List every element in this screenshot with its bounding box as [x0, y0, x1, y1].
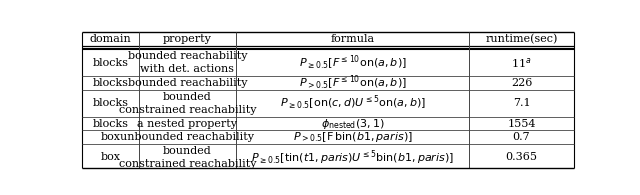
Text: unbounded reachability: unbounded reachability: [120, 132, 254, 142]
Text: blocks: blocks: [93, 78, 129, 88]
Text: 11$^a$: 11$^a$: [511, 56, 532, 70]
Text: blocks: blocks: [93, 98, 129, 108]
Text: $P_{\geq0.5}[F^{\leq10}\mathrm{on}(a,b)]$: $P_{\geq0.5}[F^{\leq10}\mathrm{on}(a,b)]…: [299, 54, 406, 72]
Text: domain: domain: [90, 34, 131, 44]
Text: 0.365: 0.365: [506, 152, 538, 162]
Text: a nested property: a nested property: [138, 119, 237, 129]
Text: 226: 226: [511, 78, 532, 88]
Text: bounded
constrained reachability: bounded constrained reachability: [118, 146, 256, 169]
Text: $P_{\geq0.5}[\mathrm{tin}(t1,paris)U^{\leq5}\mathrm{bin}(b1,paris)]$: $P_{\geq0.5}[\mathrm{tin}(t1,paris)U^{\l…: [252, 148, 454, 167]
Text: blocks: blocks: [93, 119, 129, 129]
Text: box: box: [100, 132, 120, 142]
Text: box: box: [100, 152, 120, 162]
Text: 0.7: 0.7: [513, 132, 531, 142]
Text: $\phi_{\mathrm{nested}}(3,1)$: $\phi_{\mathrm{nested}}(3,1)$: [321, 117, 385, 130]
Text: $P_{>0.5}[F^{\leq10}\mathrm{on}(a,b)]$: $P_{>0.5}[F^{\leq10}\mathrm{on}(a,b)]$: [299, 74, 406, 92]
Text: property: property: [163, 34, 212, 44]
Text: bounded reachability: bounded reachability: [127, 78, 247, 88]
Text: 7.1: 7.1: [513, 98, 531, 108]
Text: bounded reachability
with det. actions: bounded reachability with det. actions: [127, 51, 247, 74]
Text: 1554: 1554: [507, 119, 536, 129]
Text: runtime(sec): runtime(sec): [485, 34, 557, 44]
Text: $P_{\geq0.5}[\mathrm{on}(c,d)U^{\leq5}\mathrm{on}(a,b)]$: $P_{\geq0.5}[\mathrm{on}(c,d)U^{\leq5}\m…: [280, 94, 426, 113]
Text: $P_{>0.5}[\mathrm{F}\,\mathrm{bin}(b1,paris)]$: $P_{>0.5}[\mathrm{F}\,\mathrm{bin}(b1,pa…: [292, 130, 413, 144]
Text: blocks: blocks: [93, 58, 129, 68]
Text: bounded
constrained reachability: bounded constrained reachability: [118, 92, 256, 115]
Text: formula: formula: [331, 34, 375, 44]
